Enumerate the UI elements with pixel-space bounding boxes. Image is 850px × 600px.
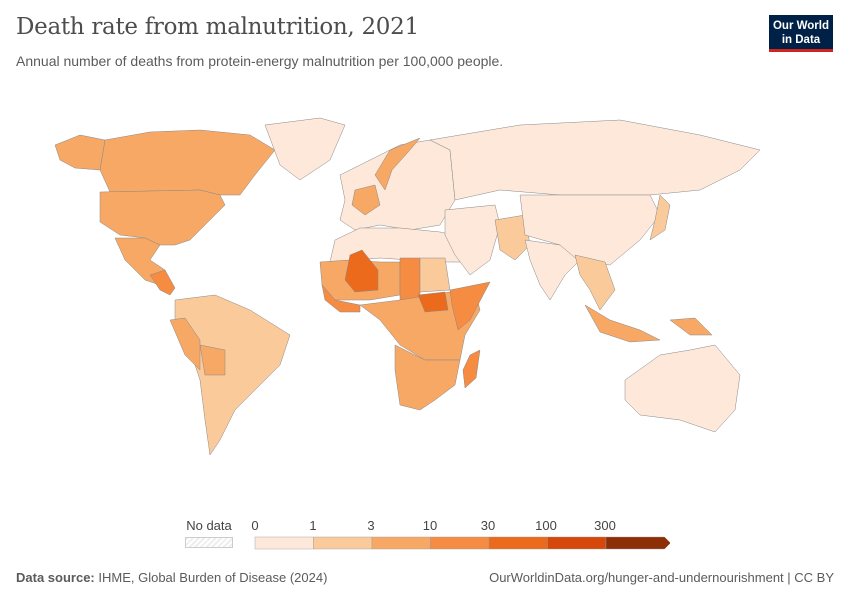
source-text: IHME, Global Burden of Disease (2024) <box>98 570 328 585</box>
region-united-states[interactable] <box>99 189 226 246</box>
region-sudan[interactable] <box>419 257 451 293</box>
legend-color-bar <box>254 536 670 550</box>
legend-bin[interactable] <box>547 536 607 550</box>
chart-title: Death rate from malnutrition, 2021 <box>16 14 419 40</box>
region-middle-east[interactable] <box>444 204 501 276</box>
legend-no-data-swatch <box>185 537 233 548</box>
region-west-africa[interactable] <box>321 284 361 313</box>
owid-logo[interactable]: Our World in Data <box>769 15 833 52</box>
region-peru[interactable] <box>169 317 201 371</box>
region-indonesia[interactable] <box>584 304 661 343</box>
region-mali[interactable] <box>344 249 379 293</box>
region-central-america[interactable] <box>149 269 176 296</box>
legend-bin[interactable] <box>254 536 314 550</box>
region-bolivia[interactable] <box>199 344 226 376</box>
legend-tick: 1 <box>309 518 317 533</box>
chart-subtitle: Annual number of deaths from protein-ene… <box>16 53 504 69</box>
region-southern-africa[interactable] <box>394 344 461 411</box>
region-south-sudan[interactable] <box>417 291 449 313</box>
footer-link[interactable]: OurWorldinData.org/hunger-and-undernouri… <box>489 570 834 585</box>
legend-bin[interactable] <box>371 536 431 550</box>
logo-line-2: in Data <box>781 34 821 46</box>
region-papua-new-guinea[interactable] <box>669 317 713 336</box>
legend-tick: 100 <box>535 518 557 533</box>
legend-tick: 10 <box>422 518 438 533</box>
region-australia[interactable] <box>624 344 741 433</box>
source-label: Data source: <box>16 570 95 585</box>
legend-tick: 0 <box>251 518 259 533</box>
color-legend: No data 0 1 3 10 30 100 300 <box>0 510 850 555</box>
region-south-america[interactable] <box>174 294 291 456</box>
region-japan[interactable] <box>649 194 671 241</box>
legend-tick: 30 <box>480 518 496 533</box>
legend-bin[interactable] <box>313 536 373 550</box>
legend-tick: 300 <box>594 518 616 533</box>
logo-line-1: Our World <box>772 20 829 32</box>
legend-no-data-label: No data <box>186 518 232 533</box>
region-greenland[interactable] <box>264 117 346 181</box>
region-canada[interactable] <box>99 129 276 196</box>
region-somalia[interactable] <box>449 281 491 331</box>
region-southeast-asia[interactable] <box>574 254 616 311</box>
region-madagascar[interactable] <box>462 349 481 389</box>
world-map[interactable] <box>0 100 850 500</box>
data-source: Data source: IHME, Global Burden of Dise… <box>16 570 327 585</box>
region-pakistan[interactable] <box>494 214 531 261</box>
region-chad[interactable] <box>399 257 421 301</box>
legend-tick: 3 <box>367 518 375 533</box>
region-norway[interactable] <box>374 137 421 191</box>
region-china[interactable] <box>519 194 661 266</box>
legend-bin[interactable] <box>488 536 548 550</box>
region-france[interactable] <box>351 184 381 216</box>
region-alaska[interactable] <box>54 134 106 171</box>
legend-bin[interactable] <box>430 536 490 550</box>
legend-bin[interactable] <box>605 536 670 550</box>
region-russia[interactable] <box>429 119 761 201</box>
